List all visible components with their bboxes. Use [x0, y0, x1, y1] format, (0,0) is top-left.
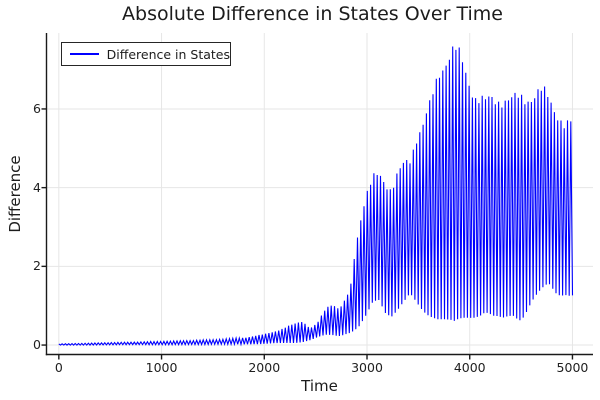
- legend-line-sample: [70, 53, 99, 55]
- difference-line: [58, 46, 574, 347]
- x-tick-label: 3000: [351, 360, 383, 375]
- x-tick-label: 1000: [145, 360, 178, 375]
- chart-title: Absolute Difference in States Over Time: [122, 3, 503, 25]
- x-tick-label: 5000: [556, 360, 589, 375]
- legend-label: Difference in States: [106, 46, 230, 62]
- y-tick-label: 4: [33, 179, 41, 195]
- y-tick-label: 6: [33, 100, 41, 116]
- axis-spines: [41, 33, 593, 360]
- x-tick-label: 2000: [248, 360, 281, 375]
- y-tick-label: 0: [33, 337, 41, 353]
- legend: Difference in States: [61, 42, 231, 66]
- y-tick-label: 2: [33, 258, 41, 274]
- x-tick-label: 0: [54, 360, 63, 375]
- x-axis-label: Time: [301, 377, 338, 395]
- x-tick-label: 4000: [453, 360, 486, 375]
